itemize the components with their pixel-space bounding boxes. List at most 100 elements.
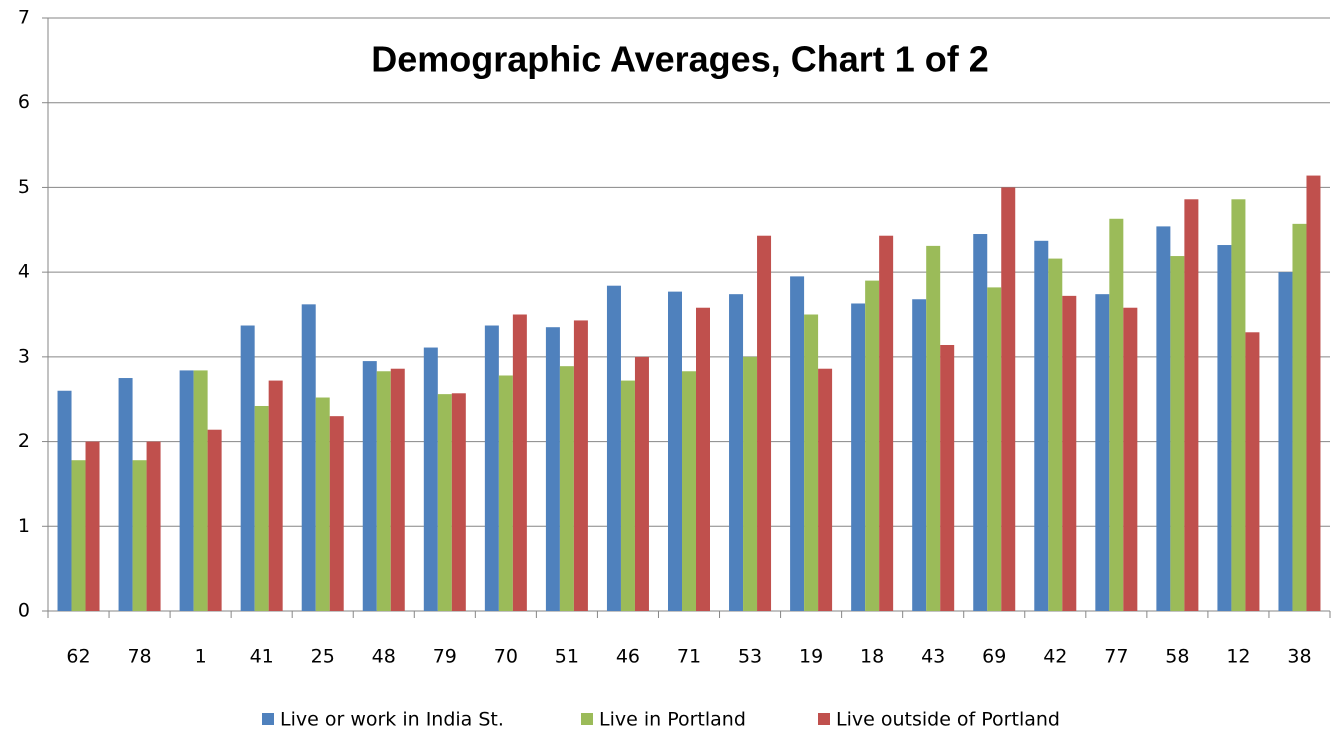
bar	[512, 314, 527, 611]
y-tick-label: 4	[18, 261, 30, 283]
bar	[1231, 199, 1246, 611]
x-tick-label: 78	[127, 646, 151, 668]
x-tick-label: 48	[372, 646, 396, 668]
bar	[85, 441, 100, 611]
bar	[1217, 245, 1232, 611]
bar	[729, 294, 744, 611]
bar	[484, 325, 499, 611]
bar	[268, 380, 283, 611]
bar	[1170, 256, 1185, 611]
x-tick-label: 71	[677, 646, 701, 668]
bar	[437, 394, 452, 611]
y-tick-label: 7	[18, 7, 30, 29]
x-tick-label: 12	[1226, 646, 1250, 668]
bar	[301, 304, 316, 611]
x-tick-label: 51	[555, 646, 579, 668]
bar	[620, 380, 635, 611]
bar	[179, 370, 194, 611]
bar	[1278, 272, 1293, 611]
bar	[1062, 295, 1077, 611]
bar	[790, 276, 805, 611]
bar	[743, 356, 758, 611]
legend-swatch	[818, 713, 830, 725]
bar	[682, 371, 696, 611]
bar	[423, 347, 438, 611]
bar	[912, 299, 927, 611]
y-tick-label: 2	[18, 430, 30, 452]
bar	[573, 320, 588, 611]
bar	[1306, 175, 1321, 611]
bar	[1123, 307, 1138, 611]
bar	[57, 390, 72, 611]
bar	[865, 280, 880, 611]
x-tick-label: 62	[66, 646, 90, 668]
bar	[1245, 332, 1260, 611]
bar	[818, 368, 833, 611]
legend-swatch	[581, 713, 593, 725]
bar	[1001, 187, 1016, 611]
x-tick-label: 53	[738, 646, 762, 668]
bar	[498, 375, 513, 611]
bar	[1048, 258, 1063, 611]
bar	[606, 285, 621, 611]
y-tick-label: 0	[18, 600, 30, 622]
legend-label: Live outside of Portland	[836, 709, 1060, 731]
bar	[987, 287, 1002, 611]
bar	[254, 405, 269, 611]
bar	[390, 368, 405, 611]
bar	[940, 344, 955, 611]
bar	[757, 235, 772, 612]
bar	[193, 370, 208, 611]
x-tick-label: 41	[250, 646, 274, 668]
bar	[315, 397, 330, 611]
bar	[668, 291, 682, 611]
bar	[362, 361, 377, 611]
bar	[634, 356, 649, 611]
x-tick-label: 70	[494, 646, 518, 668]
bar	[1156, 226, 1171, 611]
x-tick-label: 77	[1104, 646, 1128, 668]
bar	[804, 314, 819, 611]
x-tick-label: 42	[1043, 646, 1067, 668]
bar	[1034, 240, 1049, 611]
bar	[240, 325, 255, 611]
y-tick-label: 6	[18, 91, 30, 113]
x-tick-label: 46	[616, 646, 640, 668]
bar	[1292, 223, 1307, 611]
bar	[1184, 199, 1199, 611]
x-tick-label: 19	[799, 646, 823, 668]
y-tick-label: 3	[18, 345, 30, 367]
bar	[1109, 218, 1124, 611]
bar	[926, 245, 941, 612]
x-tick-label: 43	[921, 646, 945, 668]
bar	[71, 460, 86, 611]
x-tick-label: 79	[433, 646, 457, 668]
bar	[973, 234, 988, 611]
legend-label: Live in Portland	[599, 709, 746, 731]
bar	[118, 378, 133, 611]
bar	[1095, 294, 1110, 611]
bar	[696, 307, 710, 611]
x-tick-label: 1	[195, 646, 207, 668]
bar	[559, 366, 574, 611]
legend-swatch	[262, 713, 274, 725]
x-tick-label: 25	[311, 646, 335, 668]
bar	[545, 327, 560, 611]
bar	[329, 416, 344, 611]
x-tick-label: 69	[982, 646, 1006, 668]
y-tick-label: 5	[18, 176, 30, 198]
bar	[132, 460, 147, 611]
bar	[146, 441, 161, 611]
x-tick-label: 58	[1165, 646, 1189, 668]
x-tick-label: 38	[1287, 646, 1311, 668]
bar	[376, 371, 391, 611]
bar	[879, 235, 894, 612]
x-tick-label: 18	[860, 646, 884, 668]
chart-title: Demographic Averages, Chart 1 of 2	[371, 39, 989, 80]
bar	[207, 429, 222, 611]
legend-label: Live or work in India St.	[280, 709, 504, 731]
bar	[851, 303, 866, 611]
bar	[451, 393, 466, 611]
y-tick-label: 1	[18, 515, 30, 537]
